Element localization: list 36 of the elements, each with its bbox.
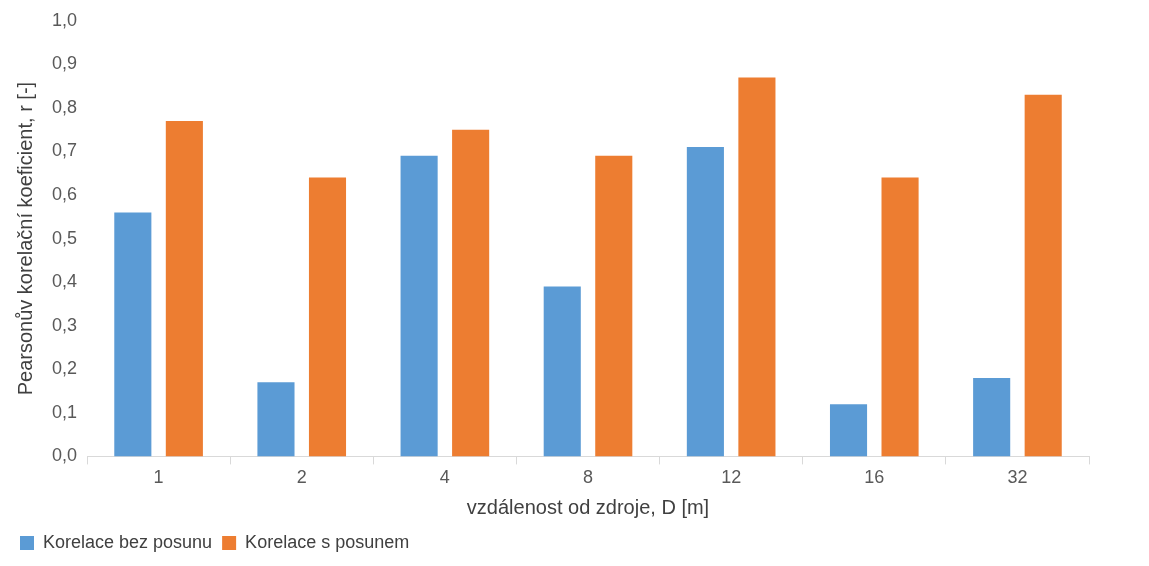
x-tick-label: 12 xyxy=(721,467,742,488)
y-tick-label: 0,3 xyxy=(51,314,78,335)
x-tick-label: 1 xyxy=(153,467,164,488)
y-tick-label: 0,5 xyxy=(51,227,78,248)
legend-label: Korelace s posunem xyxy=(245,531,410,552)
y-tick-label: 0,9 xyxy=(51,53,78,74)
bar xyxy=(308,177,347,457)
bar xyxy=(400,155,438,457)
x-tick-label: 4 xyxy=(439,467,450,488)
y-tick-label: 0,8 xyxy=(51,96,78,117)
y-tick-label: 1,0 xyxy=(51,9,78,30)
bar xyxy=(686,147,724,457)
y-tick-label: 0,4 xyxy=(51,271,78,292)
bar xyxy=(595,155,633,457)
x-tick-label: 2 xyxy=(296,467,307,488)
bar xyxy=(452,129,490,457)
bar xyxy=(165,120,203,457)
y-tick-label: 0,1 xyxy=(51,401,78,422)
bar xyxy=(738,77,776,457)
y-tick-label: 0,6 xyxy=(51,184,78,205)
legend-label: Korelace bez posunu xyxy=(43,531,213,552)
x-tick-label: 8 xyxy=(583,467,594,488)
bar xyxy=(1024,94,1062,457)
x-axis-title: vzdálenost od zdroje, D [m] xyxy=(466,495,710,518)
bar xyxy=(881,177,919,457)
bar xyxy=(543,286,581,457)
y-tick-label: 0,2 xyxy=(51,358,78,379)
x-tick-label: 16 xyxy=(864,467,885,488)
y-tick-label: 0,7 xyxy=(51,140,78,161)
bar xyxy=(829,404,868,457)
bar xyxy=(114,212,152,457)
y-tick-label: 0,0 xyxy=(51,445,78,466)
bar xyxy=(257,382,295,457)
x-tick-label: 32 xyxy=(1007,467,1028,488)
y-axis-title: Pearsonův korelační koeficient, r [-] xyxy=(13,81,36,396)
bar xyxy=(973,377,1011,457)
